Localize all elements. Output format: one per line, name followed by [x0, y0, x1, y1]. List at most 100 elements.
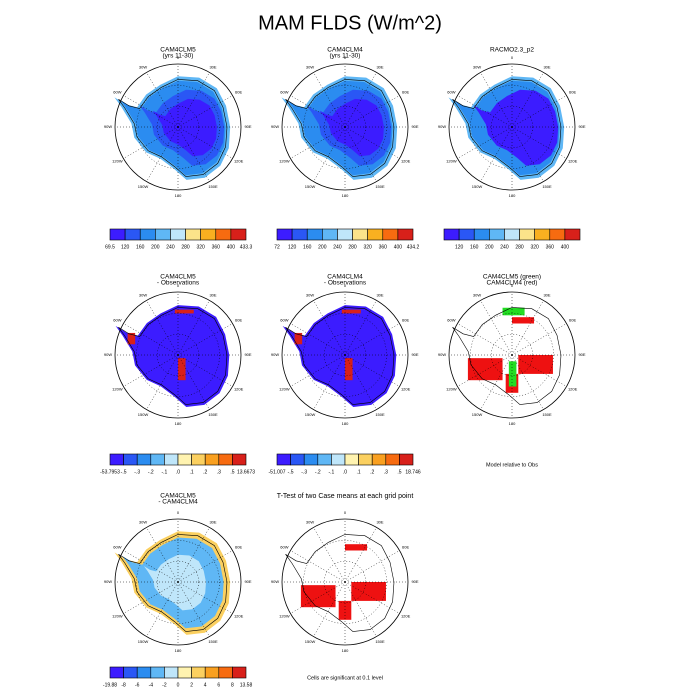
- colorbar-box: [164, 666, 179, 679]
- grid-cell: [512, 317, 535, 324]
- latitude-line: [303, 313, 387, 397]
- longitude-label: 90E: [411, 579, 418, 584]
- colorbar-label: .2: [370, 469, 374, 475]
- colorbar-label: 433.3: [240, 244, 253, 250]
- colorbar-label: 120: [121, 244, 130, 250]
- colorbar-label: 400: [394, 244, 403, 250]
- colorbar-label: 4: [204, 682, 207, 688]
- colorbar-label: 240: [500, 244, 509, 250]
- colorbar-label: 120: [455, 244, 464, 250]
- colorbar-box: [191, 666, 206, 679]
- map-boundary: [448, 63, 576, 191]
- colorbar-label: .1: [357, 469, 361, 475]
- panel-title: - Observations: [324, 280, 367, 287]
- longitude-label: 90E: [244, 352, 251, 357]
- longitude-label: 30E: [543, 292, 550, 297]
- longitude-label: 30W: [139, 519, 147, 524]
- polar-map: 0 30E 60E 90E 120E 150E 180 150W 120W 90W 60W 30W: [438, 283, 586, 426]
- colorbar-box: [344, 453, 359, 466]
- longitude-label: 60W: [447, 318, 455, 323]
- longitude-label: 90W: [104, 124, 112, 129]
- longitude-label: 180: [342, 648, 349, 653]
- polar-map: 0 30E 60E 90E 120E 150E 180 150W 120W 90W 60W 30W: [271, 55, 419, 198]
- colorbar-label: 320: [530, 244, 539, 250]
- colorbar-box: [150, 666, 165, 679]
- panel-note: Cells are significant at 0.1 level: [307, 675, 383, 681]
- longitude-label: 150W: [305, 639, 316, 644]
- colorbar-box: [123, 666, 138, 679]
- polar-map: 0 30E 60E 90E 120E 150E 180 150W 120W 90W 60W 30W: [271, 283, 419, 426]
- longitude-label: 60E: [569, 318, 576, 323]
- grid-cell: [127, 332, 136, 345]
- grid-cell: [467, 358, 503, 381]
- longitude-label: 30W: [306, 292, 314, 297]
- colorbar-label: 6: [217, 682, 220, 688]
- colorbar-label: 400: [561, 244, 570, 250]
- colorbar-label: 200: [318, 244, 327, 250]
- colorbar-label: 160: [136, 244, 145, 250]
- map-boundary: [281, 291, 409, 419]
- longitude-label: 90W: [271, 352, 279, 357]
- longitude-label: 0: [511, 283, 514, 288]
- colorbar-box: [124, 228, 141, 241]
- grid-cell: [294, 332, 303, 345]
- polar-map: 0 30E 60E 90E 120E 150E 180 150W 120W 90W 60W 30W: [104, 510, 252, 653]
- longitude-label: 60W: [280, 545, 288, 550]
- colorbar-label: 320: [363, 244, 372, 250]
- longitude-label: 0: [177, 283, 180, 288]
- colorbar-box: [123, 453, 138, 466]
- longitude-label: 120E: [401, 387, 411, 392]
- colorbar-box: [230, 228, 247, 241]
- longitude-label: 30E: [209, 64, 216, 69]
- colorbar-box: [322, 228, 338, 241]
- grid-cell: [508, 361, 517, 387]
- colorbar-box: [136, 666, 152, 679]
- colorbar-box: [200, 228, 217, 241]
- colorbar-box: [232, 666, 247, 679]
- longitude-label: 120W: [279, 387, 290, 392]
- colorbar-label: -53.7953: [100, 469, 120, 475]
- colorbar-box: [276, 228, 293, 241]
- colorbar-label: 13.58: [240, 682, 253, 688]
- longitude-label: 150W: [305, 184, 316, 189]
- colorbar-label: 280: [515, 244, 524, 250]
- map-boundary: [281, 63, 409, 191]
- longitude-label: 150W: [472, 412, 483, 417]
- colorbar-label: 360: [546, 244, 555, 250]
- longitude-label: 150E: [542, 412, 552, 417]
- latitude-line: [323, 560, 367, 604]
- colorbar-label: -.5: [121, 469, 127, 475]
- longitude-label: 120E: [568, 159, 578, 164]
- colorbar-box: [352, 228, 368, 241]
- polar-map: 0 30E 60E 90E 120E 150E 180 150W 120W 90W 60W 30W: [104, 55, 252, 198]
- longitude-label: 60W: [447, 90, 455, 95]
- longitude-label: 60E: [402, 318, 409, 323]
- longitude-label: 60E: [569, 90, 576, 95]
- colorbar-box: [185, 228, 201, 241]
- longitude-label: 120E: [401, 159, 411, 164]
- colorbar-label: 120: [288, 244, 297, 250]
- colorbar-label: -51.007: [269, 469, 286, 475]
- interior-fill: [152, 98, 217, 157]
- map-boundary: [448, 291, 576, 419]
- longitude-label: 90W: [104, 579, 112, 584]
- land-fill: [452, 307, 561, 405]
- longitude-label: 60W: [113, 545, 121, 550]
- colorbar-box: [367, 228, 384, 241]
- coastline: [118, 307, 228, 405]
- longitude-label: 150E: [208, 184, 218, 189]
- colorbar-label: 2: [190, 682, 193, 688]
- panel-title: (yrs 11-30): [163, 53, 194, 60]
- longitude-label: 150E: [375, 412, 385, 417]
- longitude-label: 150W: [138, 412, 149, 417]
- longitude-label: 30W: [473, 64, 481, 69]
- longitude-label: 60W: [113, 90, 121, 95]
- colorbar-label: 18.746: [405, 469, 421, 475]
- colorbar-box: [109, 228, 126, 241]
- colorbar-label: 280: [181, 244, 190, 250]
- longitude-label: 150W: [138, 184, 149, 189]
- longitude-label: 90E: [411, 124, 418, 129]
- longitude-label: 0: [344, 283, 347, 288]
- latitude-line: [323, 105, 367, 149]
- colorbar-label: .3: [217, 469, 221, 475]
